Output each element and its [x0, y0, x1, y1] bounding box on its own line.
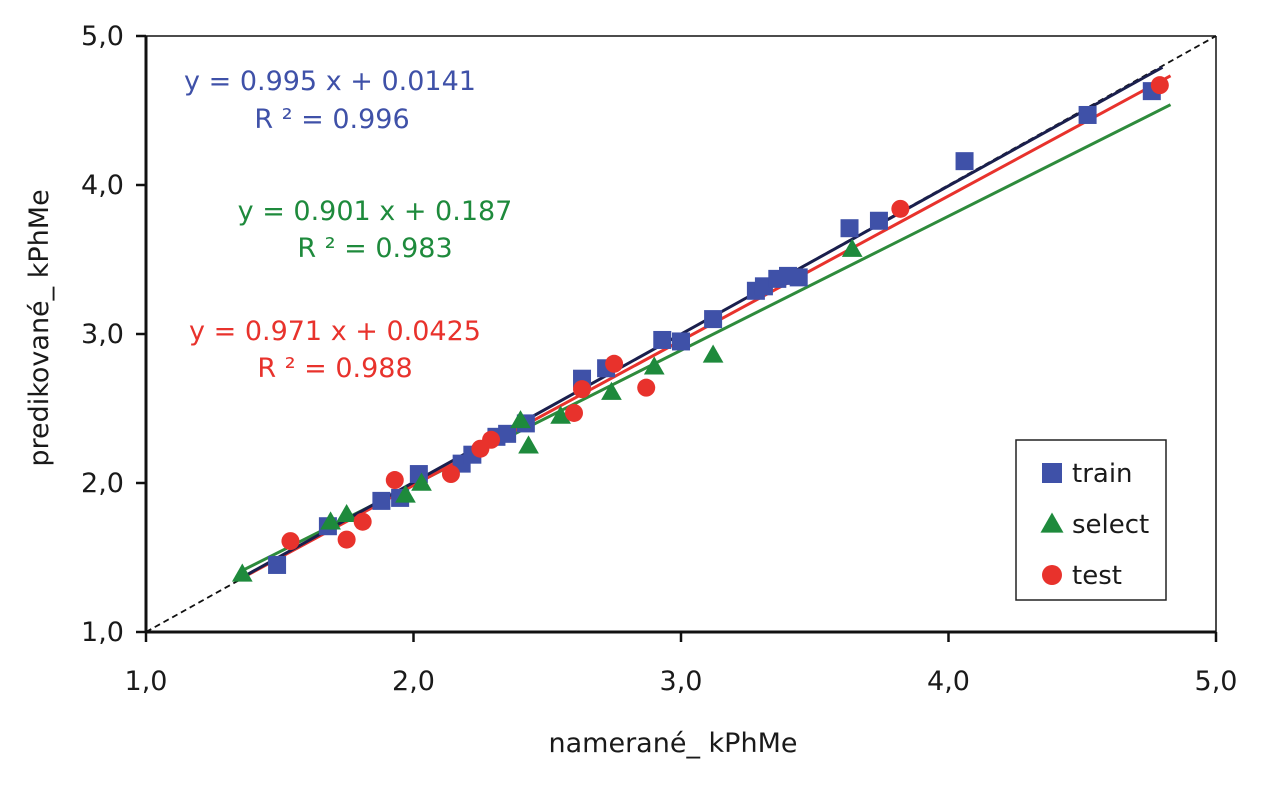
test-point-13	[1150, 76, 1169, 95]
train-point-21	[840, 219, 859, 238]
y-tick-label-1: 1,0	[81, 617, 124, 648]
select-point-9	[601, 381, 622, 400]
test-point-3	[353, 512, 372, 531]
axes	[136, 34, 1218, 642]
train-point-24	[1078, 105, 1097, 124]
select-point-2	[320, 511, 341, 530]
select-r2: R ² = 0.983	[297, 233, 452, 264]
legend-marker-test	[1042, 565, 1062, 585]
select-point-10	[643, 356, 665, 375]
train-point-9	[498, 424, 517, 443]
test-point-9	[573, 380, 592, 399]
select-equation: y = 0.901 x + 0.187	[238, 196, 513, 227]
select-point-6	[510, 410, 531, 429]
select-point-11	[702, 344, 724, 363]
test-point-1	[281, 532, 300, 551]
select-point-12	[841, 238, 863, 257]
plot-marks	[145, 35, 1217, 633]
train-point-14	[672, 332, 690, 351]
x-tick-label-1: 1,0	[125, 666, 168, 697]
train-point-22	[869, 211, 888, 230]
x-tick-label-3: 3,0	[660, 666, 703, 697]
train-r2: R ² = 0.996	[254, 104, 409, 135]
test-point-5	[441, 465, 460, 484]
regression-equations: y = 0.995 x + 0.0141 R ² = 0.996 y = 0.9…	[184, 66, 512, 384]
legend-label-train: train	[1072, 459, 1133, 489]
train-point-15	[704, 310, 723, 329]
train-equation: y = 0.995 x + 0.0141	[184, 66, 476, 97]
train-point-20	[789, 268, 808, 287]
legend-box	[1015, 439, 1167, 601]
legend-markers	[1040, 463, 1064, 585]
test-r2: R ² = 0.988	[257, 353, 412, 384]
test-equation: y = 0.971 x + 0.0425	[189, 316, 481, 347]
legend-marker-train	[1042, 463, 1062, 483]
train-point-13	[653, 330, 672, 349]
legend: train select test	[1015, 439, 1167, 601]
x-tick-label-2: 2,0	[392, 666, 435, 697]
tick-labels: 1,0 2,0 3,0 4,0 5,0 1,0 2,0 3,0 4,0 5,0	[81, 21, 1237, 697]
legend-label-select: select	[1072, 510, 1149, 540]
select-point-7	[518, 435, 539, 454]
test-point-10	[605, 354, 624, 373]
test-point-2	[337, 530, 356, 549]
select-point-8	[550, 405, 571, 424]
select-point-5	[411, 472, 432, 491]
test-point-4	[385, 471, 404, 490]
train-point-23	[955, 152, 974, 171]
select-point-4	[395, 484, 416, 503]
x-tick-label-5: 5,0	[1195, 666, 1238, 697]
y-tick-label-3: 3,0	[81, 319, 124, 350]
test-point-12	[891, 199, 910, 218]
legend-label-test: test	[1072, 561, 1122, 591]
x-axis-label: namerané_ kPhMe	[549, 728, 798, 759]
y-axis-label: predikované_ kPhMe	[24, 189, 55, 466]
legend-marker-select	[1040, 512, 1064, 533]
y-tick-label-4: 4,0	[81, 170, 124, 201]
y-tick-label-2: 2,0	[81, 468, 124, 499]
train-point-1	[268, 555, 287, 574]
test-point-11	[637, 378, 656, 397]
test-point-7	[482, 430, 501, 449]
select-point-1	[231, 563, 253, 582]
train-point-3	[372, 491, 391, 510]
select-point-3	[336, 503, 357, 523]
y-tick-label-5: 5,0	[81, 21, 124, 52]
test-point-8	[565, 403, 583, 422]
x-tick-label-4: 4,0	[927, 666, 970, 697]
